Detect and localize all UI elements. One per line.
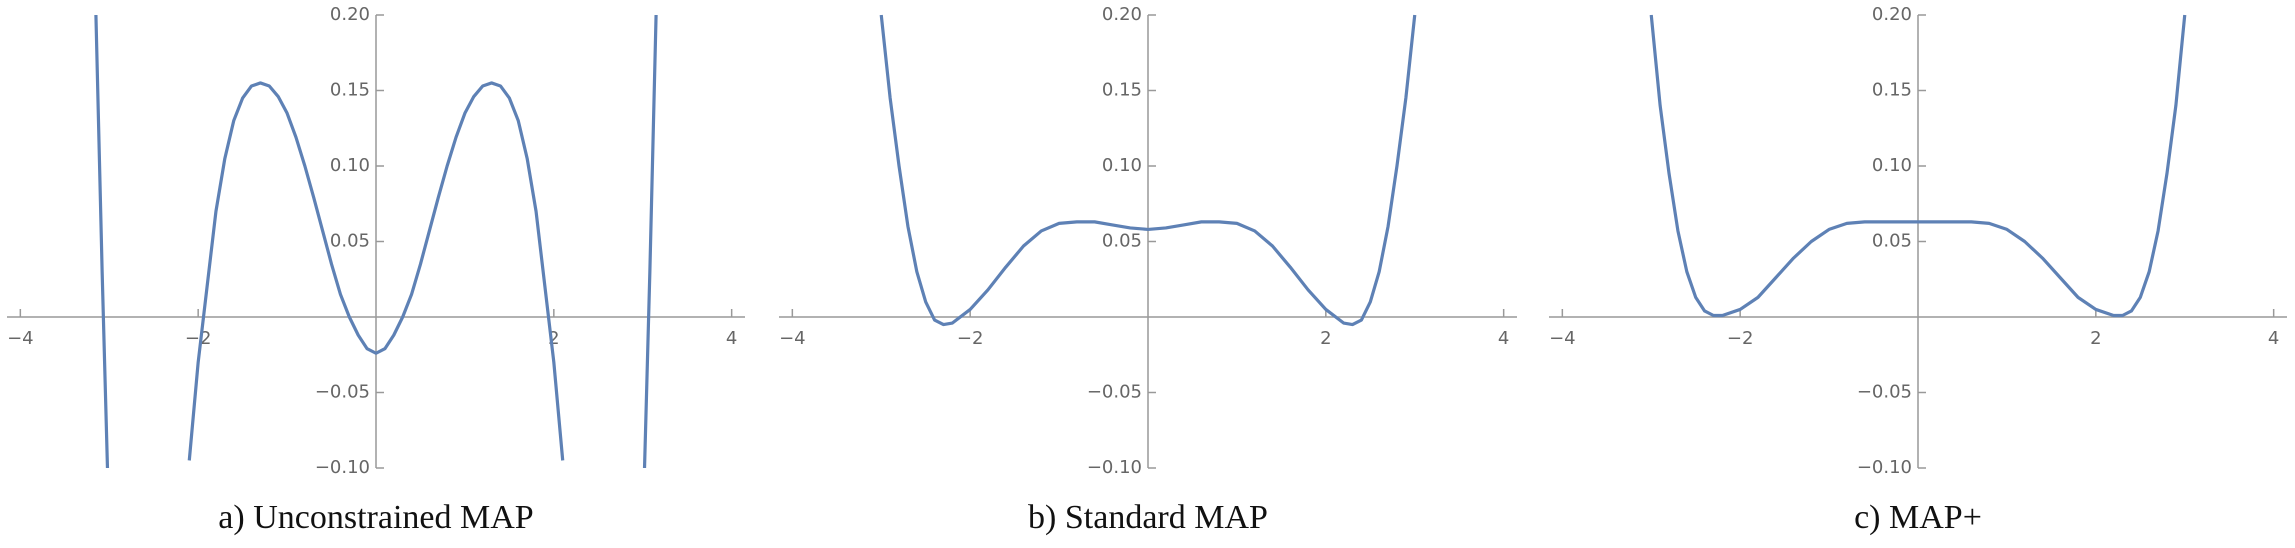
x-tick-label: 4	[2268, 328, 2279, 349]
x-tick-label: 2	[2090, 328, 2101, 349]
x-tick-label: 2	[548, 328, 559, 349]
y-tick-label: −0.10	[1087, 457, 1142, 478]
chart-title: a) Unconstrained MAP	[218, 499, 533, 536]
y-tick-label: −0.05	[1087, 382, 1142, 403]
chart-title: b) Standard MAP	[1028, 499, 1268, 536]
y-tick-label: 0.15	[1102, 80, 1142, 101]
x-tick-label: 4	[1498, 328, 1509, 349]
y-tick-label: 0.10	[1872, 155, 1912, 176]
y-tick-label: 0.20	[1102, 4, 1142, 25]
y-tick-label: 0.05	[1102, 231, 1142, 252]
y-tick-label: 0.10	[330, 155, 370, 176]
y-tick-label: 0.20	[330, 4, 370, 25]
y-tick-label: 0.05	[1872, 231, 1912, 252]
y-tick-label: 0.05	[330, 231, 370, 252]
y-tick-label: 0.15	[1872, 80, 1912, 101]
y-tick-label: 0.15	[330, 80, 370, 101]
y-tick-label: 0.20	[1872, 4, 1912, 25]
y-tick-label: −0.05	[1857, 382, 1912, 403]
curve	[879, 14, 1417, 327]
x-tick-label: −4	[1549, 328, 1576, 349]
x-tick-label: 2	[1320, 328, 1331, 349]
y-tick-label: 0.10	[1102, 155, 1142, 176]
x-tick-label: 4	[726, 328, 737, 349]
x-tick-label: −2	[185, 328, 212, 349]
y-tick-label: −0.10	[1857, 457, 1912, 478]
y-tick-label: −0.05	[315, 382, 370, 403]
y-tick-label: −0.10	[315, 457, 370, 478]
curve	[94, 14, 658, 469]
x-tick-label: −2	[957, 328, 984, 349]
x-tick-label: −4	[7, 328, 34, 349]
chart-title: c) MAP+	[1854, 499, 1982, 536]
curve	[1649, 14, 2187, 318]
x-tick-label: −2	[1727, 328, 1754, 349]
x-tick-label: −4	[779, 328, 806, 349]
